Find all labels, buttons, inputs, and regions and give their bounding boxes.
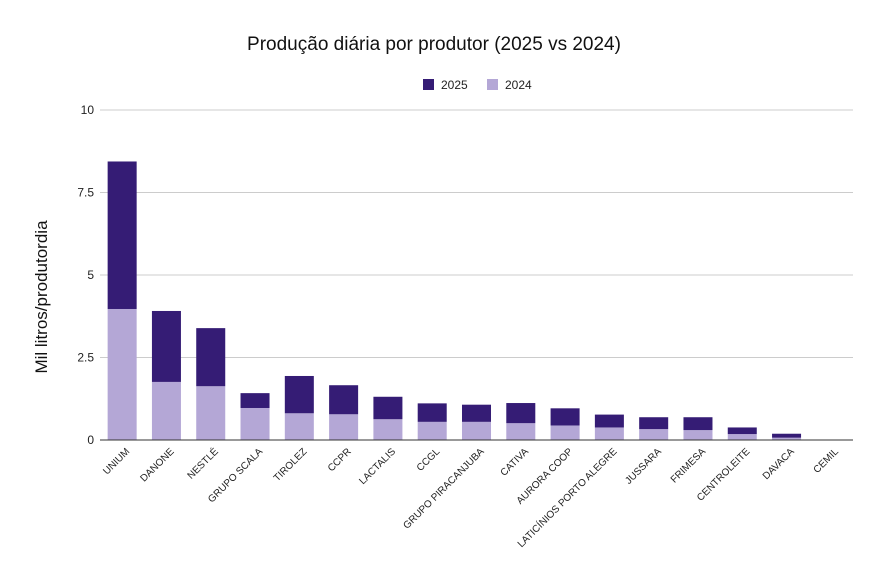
y-axis-label: Mil litros/produtordia — [32, 220, 51, 374]
x-tick-label: CCPR — [326, 446, 354, 474]
bar-2025 — [683, 417, 713, 431]
x-tick-label: UNIUM — [101, 446, 132, 477]
bar-2025 — [284, 375, 314, 414]
legend: 2025 2024 — [423, 78, 532, 92]
x-tick-label: TIROLEZ — [272, 446, 310, 484]
bar-2025 — [639, 417, 669, 430]
bar-2025 — [727, 427, 757, 435]
bar-2025 — [550, 408, 580, 426]
x-tick-label: DAVACA — [761, 446, 797, 482]
bar-2024 — [461, 421, 492, 440]
x-tick-label: FRIMESA — [669, 446, 708, 485]
y-tick-label: 2.5 — [77, 351, 94, 365]
x-tick-label: DANONE — [139, 446, 177, 484]
bar-2025 — [329, 385, 359, 415]
x-tick-label: LACTALIS — [357, 446, 398, 487]
x-tick-label: GRUPO PIRACANJUBA — [401, 446, 486, 531]
bar-2025 — [240, 393, 270, 408]
y-tick-label: 0 — [87, 433, 94, 447]
bar-2025 — [151, 310, 181, 382]
bar-2024 — [151, 381, 181, 440]
bar-2024 — [594, 427, 624, 440]
bar-2024 — [240, 407, 270, 440]
bar-2024 — [639, 429, 669, 440]
y-tick-label: 10 — [81, 103, 95, 117]
bar-2024 — [550, 425, 580, 440]
legend-swatch-2025 — [423, 79, 434, 90]
bar-2025 — [506, 403, 536, 424]
bar-2025 — [373, 396, 403, 420]
y-tick-label: 5 — [87, 268, 94, 282]
legend-label-2025: 2025 — [441, 78, 468, 92]
bar-2024 — [506, 423, 536, 440]
x-tick-label: JUSSARA — [623, 446, 664, 487]
bar-2024 — [107, 308, 137, 440]
bar-2024 — [373, 419, 403, 440]
y-tick-labels: 0 2.5 5 7.5 10 — [77, 103, 94, 447]
legend-swatch-2024 — [487, 79, 498, 90]
bar-2025 — [107, 161, 137, 309]
chart-title: Produção diária por produtor (2025 vs 20… — [247, 34, 621, 55]
bar-2025 — [461, 404, 492, 422]
bar-2024 — [196, 386, 226, 440]
bar-2025 — [196, 328, 226, 387]
bar-2024 — [284, 413, 314, 440]
bar-2025 — [594, 414, 624, 428]
bar-2024 — [683, 430, 713, 440]
y-tick-label: 7.5 — [77, 186, 94, 200]
x-tick-label: CCGL — [415, 446, 443, 474]
bar-2025 — [417, 403, 447, 422]
bar-2024 — [772, 437, 802, 440]
bar-2025 — [772, 433, 802, 438]
bar-2024 — [329, 414, 359, 440]
bars — [107, 161, 802, 440]
gridlines — [100, 109, 853, 358]
bar-2024 — [417, 421, 447, 440]
bar-2024 — [727, 434, 757, 440]
x-tick-label: CEMIL — [812, 446, 842, 476]
x-tick-label: CATIVA — [499, 446, 532, 479]
legend-label-2024: 2024 — [505, 78, 532, 92]
x-tick-label: NESTLÉ — [184, 445, 221, 482]
